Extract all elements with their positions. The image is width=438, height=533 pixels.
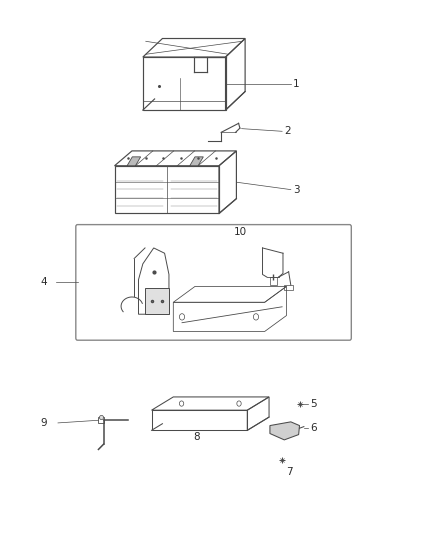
Text: 3: 3 — [293, 184, 300, 195]
Bar — [270, 277, 277, 285]
Text: 6: 6 — [311, 423, 317, 433]
Bar — [99, 417, 104, 423]
Polygon shape — [190, 157, 203, 166]
Polygon shape — [127, 157, 141, 166]
Text: 2: 2 — [284, 126, 291, 136]
Text: 8: 8 — [193, 432, 200, 442]
Text: 9: 9 — [41, 418, 47, 428]
Polygon shape — [270, 422, 300, 440]
Text: 10: 10 — [234, 227, 247, 237]
Text: 4: 4 — [41, 277, 47, 287]
Polygon shape — [145, 288, 169, 314]
Bar — [284, 285, 293, 290]
Text: 7: 7 — [286, 467, 293, 477]
Text: 5: 5 — [311, 399, 317, 409]
Text: 1: 1 — [293, 78, 300, 88]
